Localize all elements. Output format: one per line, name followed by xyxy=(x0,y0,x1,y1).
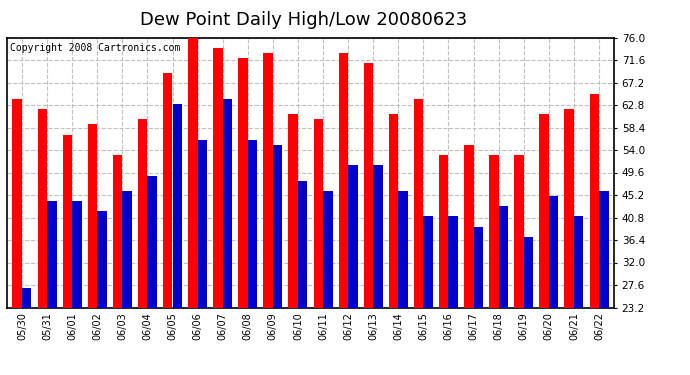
Bar xyxy=(540,114,549,308)
Bar xyxy=(439,155,449,308)
Bar xyxy=(473,227,483,308)
Bar xyxy=(448,216,458,308)
Bar xyxy=(398,191,408,308)
Bar xyxy=(364,63,373,308)
Bar xyxy=(524,237,533,308)
Bar xyxy=(323,191,333,308)
Bar xyxy=(88,124,97,308)
Text: Dew Point Daily High/Low 20080623: Dew Point Daily High/Low 20080623 xyxy=(140,11,467,29)
Bar xyxy=(163,73,172,308)
Bar xyxy=(414,99,424,308)
Bar xyxy=(148,176,157,308)
Bar xyxy=(288,114,298,308)
Bar xyxy=(549,196,558,308)
Bar xyxy=(63,135,72,308)
Bar xyxy=(339,53,348,307)
Bar xyxy=(197,140,207,308)
Bar xyxy=(514,155,524,308)
Bar xyxy=(599,191,609,308)
Bar xyxy=(373,165,383,308)
Bar xyxy=(264,53,273,307)
Bar xyxy=(564,109,574,307)
Bar xyxy=(499,206,509,308)
Bar xyxy=(424,216,433,308)
Bar xyxy=(112,155,122,308)
Bar xyxy=(22,288,32,308)
Bar xyxy=(12,99,22,308)
Bar xyxy=(213,48,223,308)
Bar xyxy=(72,201,81,308)
Bar xyxy=(388,114,398,308)
Bar xyxy=(122,191,132,308)
Text: Copyright 2008 Cartronics.com: Copyright 2008 Cartronics.com xyxy=(10,43,180,53)
Bar xyxy=(223,99,233,308)
Bar xyxy=(298,181,308,308)
Bar xyxy=(313,119,323,308)
Bar xyxy=(248,140,257,308)
Bar xyxy=(589,94,599,308)
Bar xyxy=(489,155,499,308)
Bar xyxy=(273,145,282,308)
Bar xyxy=(47,201,57,308)
Bar xyxy=(172,104,182,308)
Bar xyxy=(574,216,584,308)
Bar xyxy=(348,165,357,308)
Bar xyxy=(464,145,473,308)
Bar xyxy=(188,38,197,308)
Bar xyxy=(138,119,148,308)
Bar xyxy=(97,211,107,308)
Bar xyxy=(37,109,47,307)
Bar xyxy=(238,58,248,308)
